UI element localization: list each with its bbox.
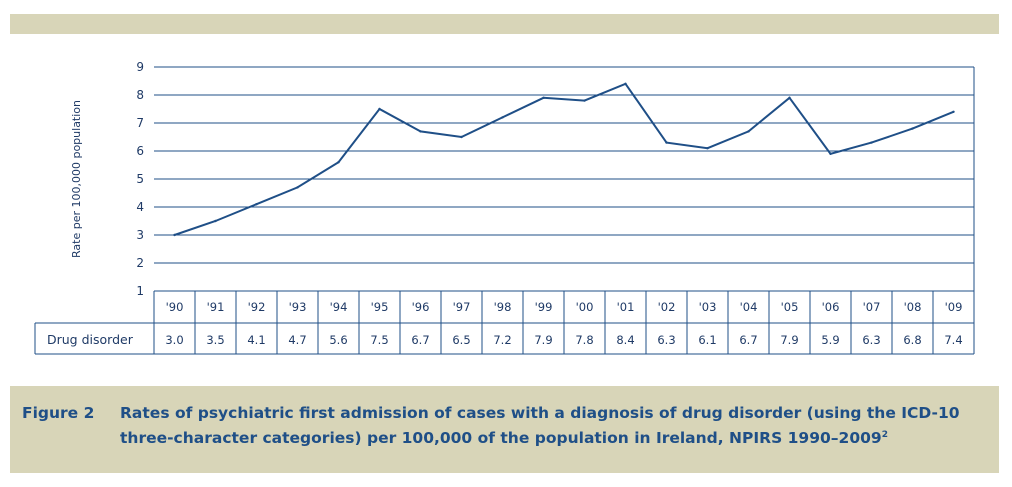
data-point: [624, 82, 627, 85]
series-name-label: Drug disorder: [47, 332, 134, 347]
data-value-label: 6.1: [698, 333, 716, 347]
data-value-label: 7.9: [780, 333, 798, 347]
data-value-label: 4.7: [288, 333, 306, 347]
y-tick-label: 8: [136, 88, 144, 102]
data-value-label: 6.8: [903, 333, 921, 347]
data-point: [542, 96, 545, 99]
y-tick-label: 1: [136, 284, 144, 298]
y-tick-label: 2: [136, 256, 144, 270]
data-point: [870, 141, 873, 144]
data-point: [829, 152, 832, 155]
data-point: [214, 219, 217, 223]
y-tick-label: 4: [136, 200, 144, 214]
x-tick-label: '06: [822, 300, 840, 314]
caption-body: Rates of psychiatric first admission of …: [120, 404, 960, 448]
data-point: [952, 110, 955, 114]
figure-frame: 1 2 3 4 5 6 7 8 9 Rate per 100,000 population '90 '…: [10, 14, 999, 473]
y-axis-label: Rate per 100,000 population: [70, 100, 83, 258]
data-point: [460, 135, 463, 139]
x-tick-label: '94: [330, 300, 348, 314]
x-tick-label: '98: [494, 300, 512, 314]
y-tick-label: 9: [136, 60, 144, 74]
x-tick-label: '07: [863, 300, 881, 314]
data-point: [747, 130, 750, 133]
data-point: [296, 186, 299, 189]
data-value-label: 3.0: [165, 333, 183, 347]
data-value-label: 7.4: [944, 333, 962, 347]
data-value-label: 5.9: [821, 333, 839, 347]
chart-area: 1 2 3 4 5 6 7 8 9 Rate per 100,000 population '90 '…: [10, 34, 999, 386]
x-tick-label: '02: [658, 300, 676, 314]
y-tick-label: 7: [136, 116, 144, 130]
data-value-label: 8.4: [616, 333, 634, 347]
x-tick-label: '01: [617, 300, 635, 314]
data-point: [788, 96, 791, 99]
x-tick-label: '97: [453, 300, 471, 314]
data-point: [665, 141, 668, 144]
figure-label: Figure 2: [22, 404, 95, 422]
y-tick-label: 6: [136, 144, 144, 158]
data-value-label: 7.5: [370, 333, 388, 347]
x-tick-label: '96: [412, 300, 430, 314]
x-tick-label: '95: [371, 300, 389, 314]
data-value-label: 7.2: [493, 333, 511, 347]
data-point: [173, 233, 176, 237]
data-point: [583, 99, 586, 102]
x-tick-label: '91: [207, 300, 225, 314]
caption-band: Figure 2 Rates of psychiatric first admi…: [10, 386, 999, 473]
data-value-label: 6.7: [411, 333, 429, 347]
data-point: [911, 127, 914, 130]
data-value-label: 7.9: [534, 333, 552, 347]
data-value-label: 7.8: [575, 333, 593, 347]
y-tick-label: 3: [136, 228, 144, 242]
x-tick-label: '00: [576, 300, 594, 314]
data-point: [501, 116, 504, 119]
caption-superscript: 2: [881, 430, 888, 440]
x-tick-label: '09: [945, 300, 963, 314]
data-point: [706, 147, 709, 150]
x-tick-label: '92: [248, 300, 266, 314]
x-tick-label: '04: [740, 300, 758, 314]
data-value-label: 4.1: [247, 333, 265, 347]
x-tick-label: '05: [781, 300, 799, 314]
series-line-drug-disorder: [174, 82, 954, 236]
x-tick-label: '93: [289, 300, 307, 314]
x-tick-label: '03: [699, 300, 717, 314]
x-tick-label: '99: [535, 300, 553, 314]
data-point: [337, 161, 340, 164]
data-value-label: 6.3: [862, 333, 880, 347]
y-tick-label: 5: [136, 172, 144, 186]
top-band: [10, 14, 999, 34]
caption-text: Rates of psychiatric first admission of …: [120, 402, 982, 449]
data-point: [378, 107, 381, 111]
data-value-label: 6.5: [452, 333, 470, 347]
x-tick-label: '90: [166, 300, 184, 314]
data-value-label: 6.3: [657, 333, 675, 347]
data-point: [255, 203, 258, 206]
data-value-label: 5.6: [329, 333, 347, 347]
data-point: [419, 130, 422, 133]
x-tick-label: '08: [904, 300, 922, 314]
data-value-label: 6.7: [739, 333, 757, 347]
data-value-label: 3.5: [206, 333, 224, 347]
line-chart: 1 2 3 4 5 6 7 8 9 Rate per 100,000 population '90 '…: [34, 60, 975, 355]
